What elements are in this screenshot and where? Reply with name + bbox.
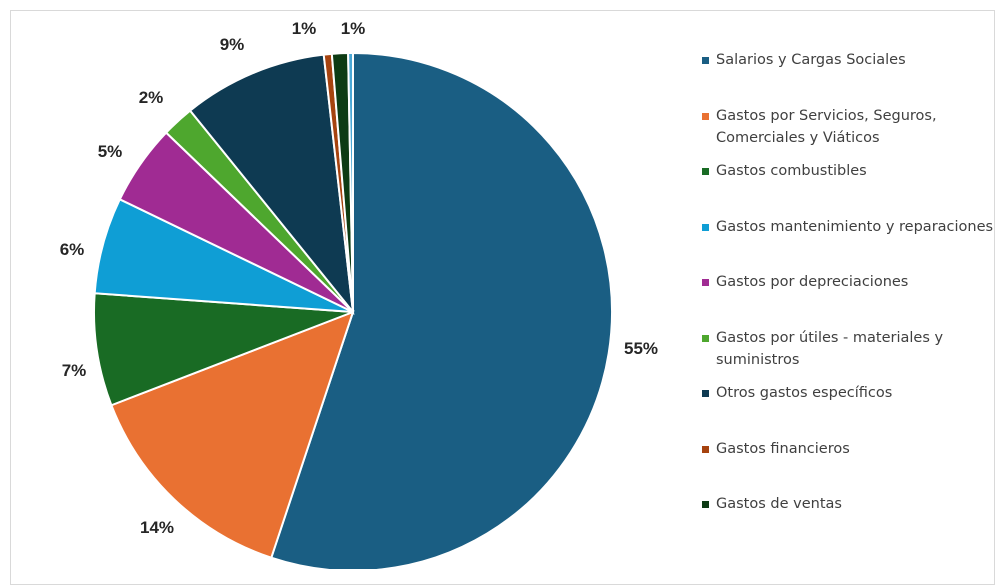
legend-item-8: Gastos financieros [702, 438, 997, 460]
legend-label-2: Gastos por Servicios, Seguros, Comercial… [716, 108, 937, 146]
legend-swatch-9 [702, 501, 709, 508]
slice-label-1: 55% [624, 339, 658, 358]
slice-label-9: 1% [341, 19, 366, 38]
legend-item-7: Otros gastos específicos [702, 382, 997, 404]
slice-label-3: 7% [62, 361, 87, 380]
legend-item-1: Salarios y Cargas Sociales [702, 49, 997, 71]
legend-item-9: Gastos de ventas [702, 493, 997, 515]
legend-item-4: Gastos mantenimiento y reparaciones [702, 216, 997, 238]
legend-label-9: Gastos de ventas [716, 496, 842, 512]
slice-label-2: 14% [140, 518, 174, 537]
legend-swatch-3 [702, 168, 709, 175]
legend-label-5: Gastos por depreciaciones [716, 274, 909, 290]
legend-swatch-7 [702, 390, 709, 397]
pie-slice-3 [93, 292, 354, 407]
pie-chart: 55% 14% 7% 6% 5% 2% 9% 1% 1% [60, 19, 658, 569]
legend-swatch-5 [702, 279, 709, 286]
legend-item-3: Gastos combustibles [702, 160, 997, 182]
pie-slice-10 [347, 51, 354, 313]
legend-label-3: Gastos combustibles [716, 163, 867, 179]
legend-label-7: Otros gastos específicos [716, 385, 893, 401]
legend-item-5: Gastos por depreciaciones [702, 271, 997, 293]
legend-swatch-8 [702, 446, 709, 453]
legend-swatch-2 [702, 113, 709, 120]
slice-label-4: 6% [60, 240, 85, 259]
legend-label-4: Gastos mantenimiento y reparaciones [716, 219, 994, 235]
legend-label-6: Gastos por útiles - materiales y suminis… [716, 330, 944, 368]
pie-slice-2 [110, 310, 355, 560]
pie-slice-7 [188, 53, 355, 316]
slice-label-8: 1% [292, 19, 317, 38]
legend-swatch-4 [702, 224, 709, 231]
slice-label-7: 9% [220, 35, 245, 54]
pie-slice-1 [269, 51, 613, 569]
legend-label-8: Gastos financieros [716, 441, 850, 457]
chart-legend: Salarios y Cargas Sociales Gastos por Ser… [702, 0, 997, 569]
legend-item-6: Gastos por útiles - materiales y suminis… [702, 327, 997, 371]
slice-label-6: 2% [139, 88, 164, 107]
legend-item-2: Gastos por Servicios, Seguros, Comercial… [702, 105, 997, 149]
legend-swatch-6 [702, 335, 709, 342]
legend-swatch-1 [702, 57, 709, 64]
legend-label-1: Salarios y Cargas Sociales [716, 52, 906, 68]
slice-label-5: 5% [98, 142, 123, 161]
